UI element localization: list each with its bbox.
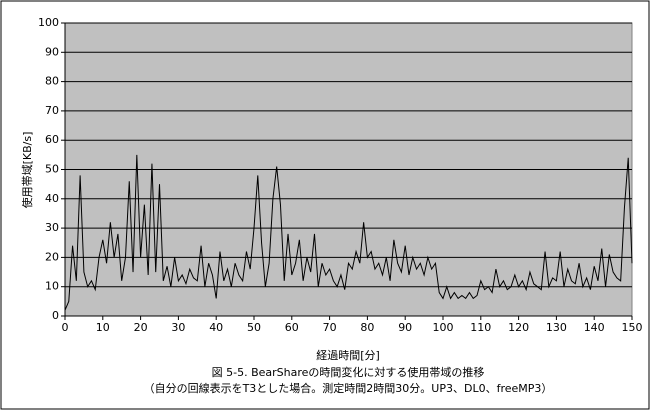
caption: 図 5-5. BearShareの時間変化に対する使用帯域の推移 (212, 365, 485, 379)
x-tick-label: 100 (433, 321, 454, 334)
y-tick-label: 100 (38, 16, 59, 29)
y-tick-label: 0 (52, 309, 59, 322)
caption: （自分の回線表示をT3とした場合。測定時間2時間30分。UP3、DL0、free… (144, 381, 553, 395)
x-tick-label: 70 (323, 321, 337, 334)
x-tick-label: 80 (360, 321, 374, 334)
y-tick-label: 80 (45, 75, 59, 88)
y-tick-label: 90 (45, 45, 59, 58)
x-tick-label: 110 (470, 321, 491, 334)
x-tick-label: 50 (247, 321, 261, 334)
y-tick-label: 50 (45, 163, 59, 176)
x-tick-label: 90 (398, 321, 412, 334)
x-tick-label: 150 (622, 321, 643, 334)
y-tick-label: 10 (45, 280, 59, 293)
y-tick-label: 60 (45, 133, 59, 146)
y-tick-label: 70 (45, 104, 59, 117)
x-tick-label: 40 (209, 321, 223, 334)
x-tick-label: 10 (96, 321, 110, 334)
y-tick-label: 30 (45, 221, 59, 234)
x-axis-label: 経過時間[分] (316, 349, 380, 362)
x-tick-label: 130 (546, 321, 567, 334)
x-tick-label: 30 (171, 321, 185, 334)
y-tick-label: 20 (45, 250, 59, 263)
y-axis-label: 使用帯域[KB/s] (21, 132, 34, 209)
x-tick-label: 60 (285, 321, 299, 334)
x-tick-label: 20 (134, 321, 148, 334)
x-tick-label: 140 (584, 321, 605, 334)
x-tick-label: 120 (508, 321, 529, 334)
y-tick-label: 40 (45, 192, 59, 205)
data-line (64, 154, 633, 311)
x-tick-label: 0 (62, 321, 69, 334)
